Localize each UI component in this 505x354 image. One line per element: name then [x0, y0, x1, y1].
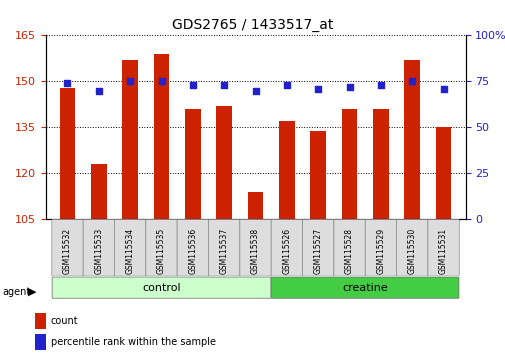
FancyBboxPatch shape — [52, 277, 270, 298]
Text: GSM115537: GSM115537 — [219, 228, 228, 274]
FancyBboxPatch shape — [177, 219, 208, 276]
Bar — [122, 60, 138, 219]
Text: GSM115532: GSM115532 — [63, 228, 72, 274]
Point — [376, 82, 384, 88]
Text: GSM115538: GSM115538 — [250, 228, 260, 274]
Point — [220, 82, 228, 88]
Bar — [247, 192, 263, 219]
Text: percentile rank within the sample: percentile rank within the sample — [51, 337, 216, 348]
FancyBboxPatch shape — [114, 219, 145, 276]
Bar — [372, 109, 388, 219]
Point — [314, 86, 322, 92]
Text: creatine: creatine — [342, 282, 387, 293]
FancyBboxPatch shape — [271, 277, 458, 298]
FancyBboxPatch shape — [208, 219, 239, 276]
Text: GSM115531: GSM115531 — [438, 228, 447, 274]
Bar — [341, 109, 357, 219]
Point — [439, 86, 447, 92]
FancyBboxPatch shape — [396, 219, 427, 276]
FancyBboxPatch shape — [83, 219, 114, 276]
FancyBboxPatch shape — [239, 219, 271, 276]
FancyBboxPatch shape — [34, 334, 46, 350]
Bar — [403, 60, 419, 219]
Text: count: count — [51, 316, 78, 326]
Point — [126, 79, 134, 84]
Point — [157, 79, 165, 84]
FancyBboxPatch shape — [333, 219, 365, 276]
FancyBboxPatch shape — [271, 219, 302, 276]
Point — [63, 80, 71, 86]
Text: agent: agent — [3, 287, 31, 297]
Text: control: control — [142, 282, 180, 293]
Bar — [216, 106, 232, 219]
FancyBboxPatch shape — [365, 219, 396, 276]
Text: GDS2765 / 1433517_at: GDS2765 / 1433517_at — [172, 18, 333, 32]
Text: GSM115534: GSM115534 — [125, 228, 134, 274]
Point — [408, 79, 416, 84]
Text: GSM115529: GSM115529 — [376, 228, 385, 274]
Text: GSM115530: GSM115530 — [407, 228, 416, 274]
FancyBboxPatch shape — [145, 219, 177, 276]
Text: GSM115527: GSM115527 — [313, 228, 322, 274]
Text: GSM115533: GSM115533 — [94, 228, 103, 274]
Point — [282, 82, 290, 88]
Text: GSM115526: GSM115526 — [282, 228, 291, 274]
Text: GSM115535: GSM115535 — [157, 228, 166, 274]
FancyBboxPatch shape — [34, 313, 46, 329]
Text: GSM115536: GSM115536 — [188, 228, 197, 274]
Bar — [60, 87, 75, 219]
Bar — [435, 127, 450, 219]
Point — [345, 84, 353, 90]
FancyBboxPatch shape — [52, 219, 83, 276]
Point — [251, 88, 259, 93]
Bar — [310, 131, 325, 219]
FancyBboxPatch shape — [302, 219, 333, 276]
Bar — [91, 164, 107, 219]
Bar — [278, 121, 294, 219]
Text: ▶: ▶ — [28, 287, 36, 297]
Bar — [185, 109, 200, 219]
Bar — [154, 54, 169, 219]
Point — [188, 82, 196, 88]
Point — [94, 88, 103, 93]
FancyBboxPatch shape — [427, 219, 459, 276]
Text: GSM115528: GSM115528 — [344, 228, 354, 274]
